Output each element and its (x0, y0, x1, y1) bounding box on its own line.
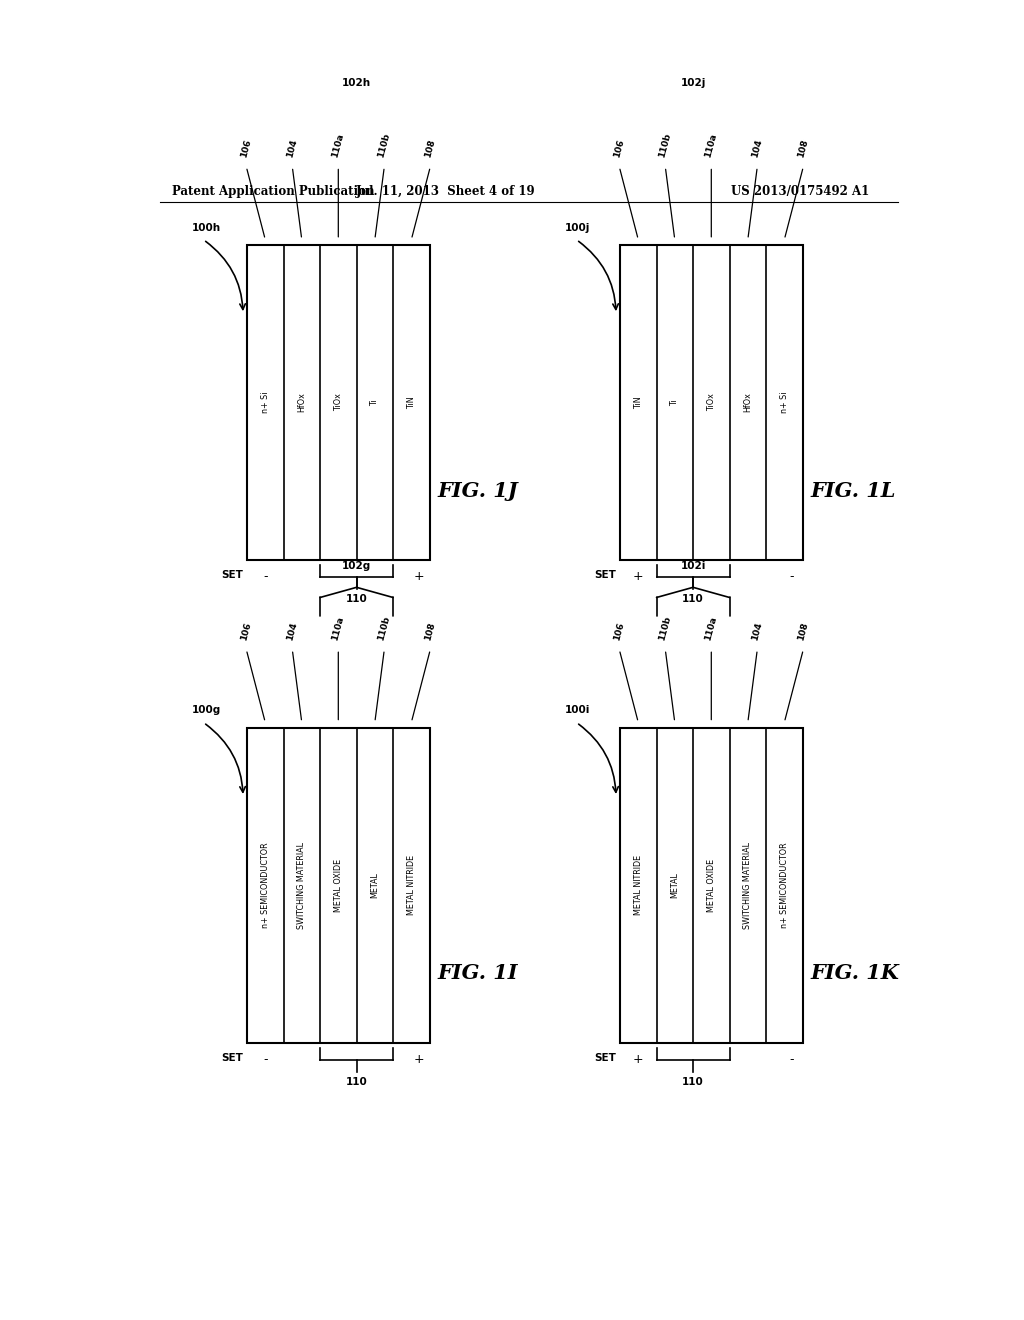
Text: +: + (633, 570, 644, 583)
Text: SWITCHING MATERIAL: SWITCHING MATERIAL (297, 842, 306, 929)
Text: 100j: 100j (564, 223, 590, 232)
Text: 108: 108 (797, 139, 810, 158)
Text: 104: 104 (751, 139, 764, 158)
Bar (620, 244, 803, 560)
Text: METAL NITRIDE: METAL NITRIDE (634, 855, 643, 915)
Text: 102i: 102i (680, 561, 706, 572)
Text: SET: SET (594, 1053, 616, 1063)
Text: n+ SEMICONDUCTOR: n+ SEMICONDUCTOR (780, 842, 788, 928)
Text: 110a: 110a (331, 615, 346, 642)
Text: METAL: METAL (671, 873, 679, 898)
Text: HfOx: HfOx (743, 392, 753, 412)
Text: 102h: 102h (342, 78, 371, 88)
Text: n+ Si: n+ Si (261, 392, 269, 413)
Text: SET: SET (221, 1053, 243, 1063)
Text: -: - (790, 570, 794, 583)
Text: 110b: 110b (377, 132, 392, 158)
Text: 106: 106 (612, 139, 626, 158)
Text: FIG. 1I: FIG. 1I (437, 964, 518, 983)
Text: TiOx: TiOx (334, 393, 343, 412)
Text: 110b: 110b (377, 615, 392, 642)
Text: -: - (263, 570, 267, 583)
Text: METAL: METAL (371, 873, 379, 898)
Text: Jul. 11, 2013  Sheet 4 of 19: Jul. 11, 2013 Sheet 4 of 19 (355, 185, 536, 198)
Text: 104: 104 (751, 620, 764, 642)
Text: 110: 110 (682, 594, 703, 605)
Text: SET: SET (221, 570, 243, 579)
Text: US 2013/0175492 A1: US 2013/0175492 A1 (731, 185, 869, 198)
Text: 106: 106 (612, 620, 626, 642)
Text: FIG. 1J: FIG. 1J (437, 480, 518, 500)
Text: -: - (790, 1053, 794, 1065)
Text: SET: SET (594, 570, 616, 579)
Text: 108: 108 (797, 620, 810, 642)
Bar (247, 244, 430, 560)
Text: METAL NITRIDE: METAL NITRIDE (407, 855, 416, 915)
Text: METAL OXIDE: METAL OXIDE (334, 858, 343, 912)
Text: Patent Application Publication: Patent Application Publication (172, 185, 374, 198)
Text: TiN: TiN (634, 396, 643, 409)
Text: 110: 110 (682, 1077, 703, 1088)
Text: 108: 108 (424, 139, 437, 158)
Text: +: + (414, 570, 424, 583)
Text: 110a: 110a (703, 132, 719, 158)
Text: HfOx: HfOx (297, 392, 306, 412)
Text: 110: 110 (346, 594, 368, 605)
Text: 100g: 100g (191, 705, 221, 715)
Text: 106: 106 (240, 139, 253, 158)
Text: 102j: 102j (680, 78, 706, 88)
Text: FIG. 1L: FIG. 1L (811, 480, 896, 500)
Text: +: + (633, 1053, 644, 1065)
Text: -: - (263, 1053, 267, 1065)
Text: 100h: 100h (191, 223, 220, 232)
Text: 110: 110 (346, 1077, 368, 1088)
Text: 108: 108 (424, 620, 437, 642)
Text: 106: 106 (240, 620, 253, 642)
Text: 104: 104 (286, 620, 299, 642)
Text: Ti: Ti (371, 399, 379, 405)
Text: +: + (414, 1053, 424, 1065)
Text: 110b: 110b (657, 132, 673, 158)
Text: SWITCHING MATERIAL: SWITCHING MATERIAL (743, 842, 753, 929)
Text: 102g: 102g (342, 561, 371, 572)
Text: FIG. 1K: FIG. 1K (811, 964, 899, 983)
Text: METAL OXIDE: METAL OXIDE (707, 858, 716, 912)
Bar (620, 727, 803, 1043)
Text: n+ SEMICONDUCTOR: n+ SEMICONDUCTOR (261, 842, 269, 928)
Text: TiOx: TiOx (707, 393, 716, 412)
Text: 100i: 100i (564, 705, 590, 715)
Text: 110b: 110b (657, 615, 673, 642)
Text: 110a: 110a (331, 132, 346, 158)
Bar (247, 727, 430, 1043)
Text: Ti: Ti (671, 399, 679, 405)
Text: 104: 104 (286, 139, 299, 158)
Text: 110a: 110a (703, 615, 719, 642)
Text: n+ Si: n+ Si (780, 392, 788, 413)
Text: TiN: TiN (407, 396, 416, 409)
